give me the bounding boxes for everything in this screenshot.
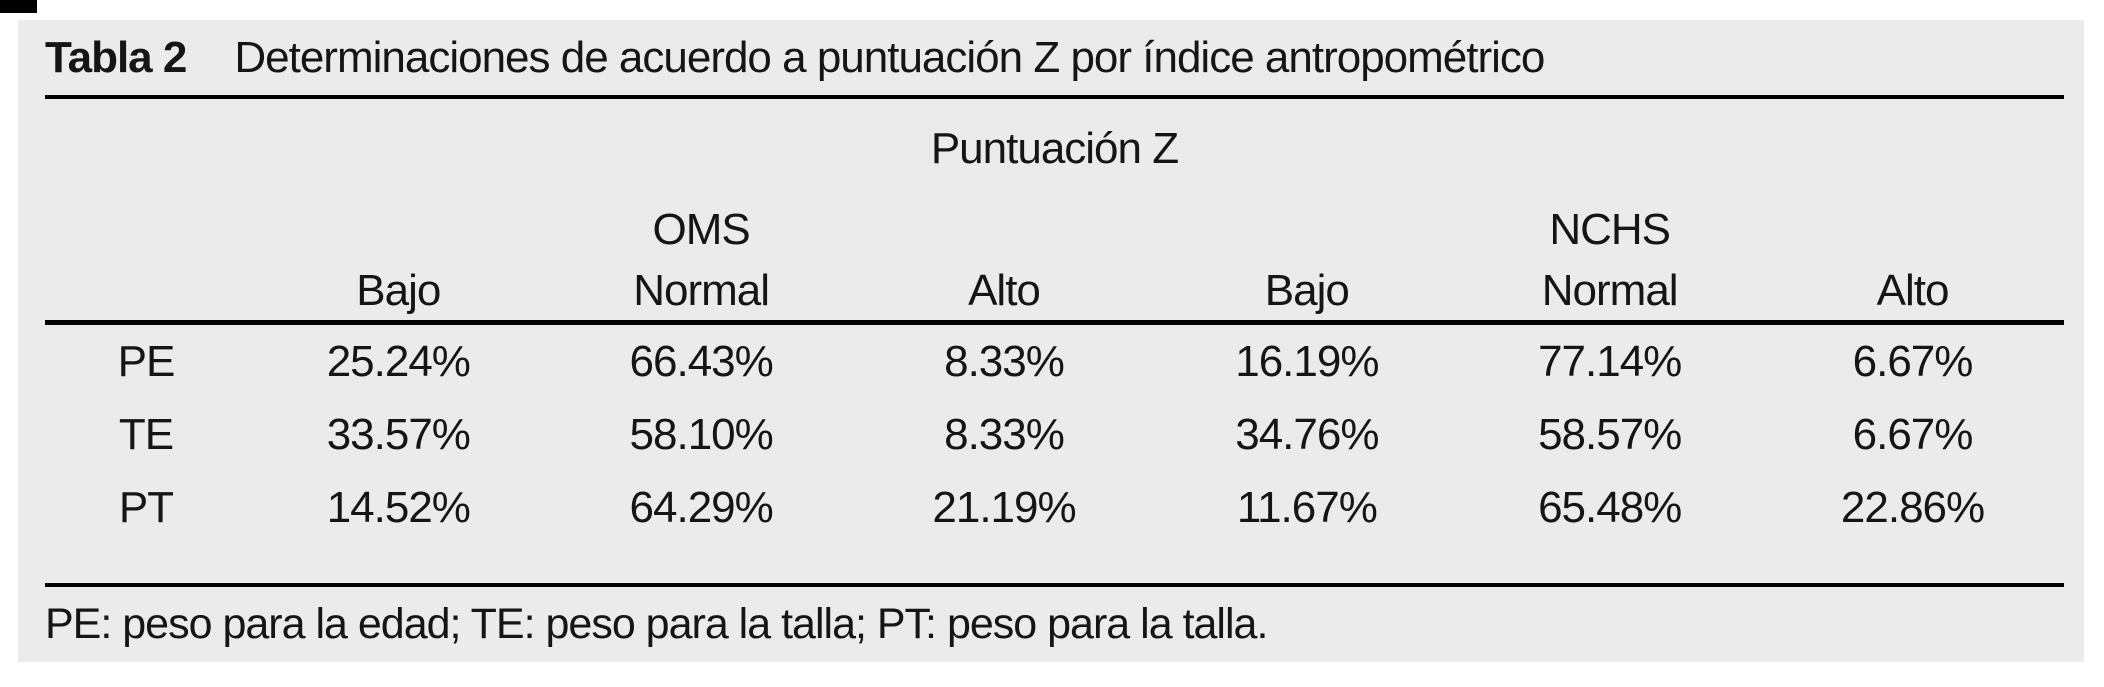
table-cell: 34.76% — [1235, 409, 1379, 459]
table-cell: 8.33% — [944, 409, 1065, 459]
table-panel: Tabla 2 Determinaciones de acuerdo a pun… — [18, 20, 2084, 662]
row-label: PT — [118, 482, 174, 532]
column-header: Normal — [1541, 266, 1679, 315]
row-label: PE — [117, 336, 176, 386]
table-cell: 8.33% — [944, 336, 1065, 386]
table-row-pt: PT 14.52% 64.29% 21.19% 11.67% 65.48% 22… — [45, 471, 2064, 544]
table-content: Tabla 2 Determinaciones de acuerdo a pun… — [18, 20, 2084, 662]
table-cell: 77.14% — [1538, 336, 1682, 386]
table-cell: 64.29% — [629, 482, 774, 532]
table-cell: 14.52% — [326, 482, 471, 532]
table-row-pe: PE 25.24% 66.43% 8.33% 16.19% 77.14% 6.6… — [45, 325, 2064, 398]
table-cell: 33.57% — [326, 409, 471, 459]
rule-bottom — [45, 583, 2064, 587]
table-cell: 25.24% — [326, 336, 471, 386]
table-cell: 6.67% — [1852, 409, 1974, 459]
column-header: Normal — [633, 266, 770, 315]
row-label: TE — [118, 409, 174, 459]
table-row-te: TE 33.57% 58.10% 8.33% 34.76% 58.57% 6.6… — [45, 398, 2064, 471]
table-cell: 58.10% — [629, 409, 774, 459]
scan-corner-mark — [0, 0, 37, 13]
table-bottom-spacer — [45, 544, 2064, 583]
spanner-heading: Puntuación Z — [930, 124, 1179, 173]
column-header: Alto — [1876, 266, 1950, 315]
rule-top — [45, 95, 2064, 99]
group-header-row: OMS NCHS — [45, 199, 2064, 261]
table-cell: 58.57% — [1538, 409, 1682, 459]
table-cell: 65.48% — [1538, 482, 1682, 532]
rule-header — [45, 320, 2064, 325]
column-header: Bajo — [1264, 266, 1350, 315]
table-title: Determinaciones de acuerdo a puntuación … — [234, 32, 1545, 82]
table-cell: 21.19% — [932, 482, 1076, 532]
table-number-label: Tabla 2 — [45, 32, 187, 82]
column-header-row: Bajo Normal Alto Bajo Normal Alto — [45, 261, 2064, 321]
column-header: Bajo — [356, 266, 441, 315]
table-cell: 16.19% — [1235, 336, 1379, 386]
group-heading-nchs: NCHS — [1549, 205, 1671, 254]
table-cell: 11.67% — [1236, 482, 1378, 532]
table-cell: 66.43% — [629, 336, 774, 386]
table-footnote: PE: peso para la edad; TE: peso para la … — [45, 600, 1268, 648]
spanner-header-row: Puntuación Z — [45, 99, 2064, 199]
group-heading-oms: OMS — [652, 205, 751, 254]
table-cell: 22.86% — [1840, 482, 1985, 532]
table-cell: 6.67% — [1852, 336, 1974, 386]
table-caption: Tabla 2 Determinaciones de acuerdo a pun… — [45, 20, 2064, 95]
column-header: Alto — [968, 266, 1041, 315]
